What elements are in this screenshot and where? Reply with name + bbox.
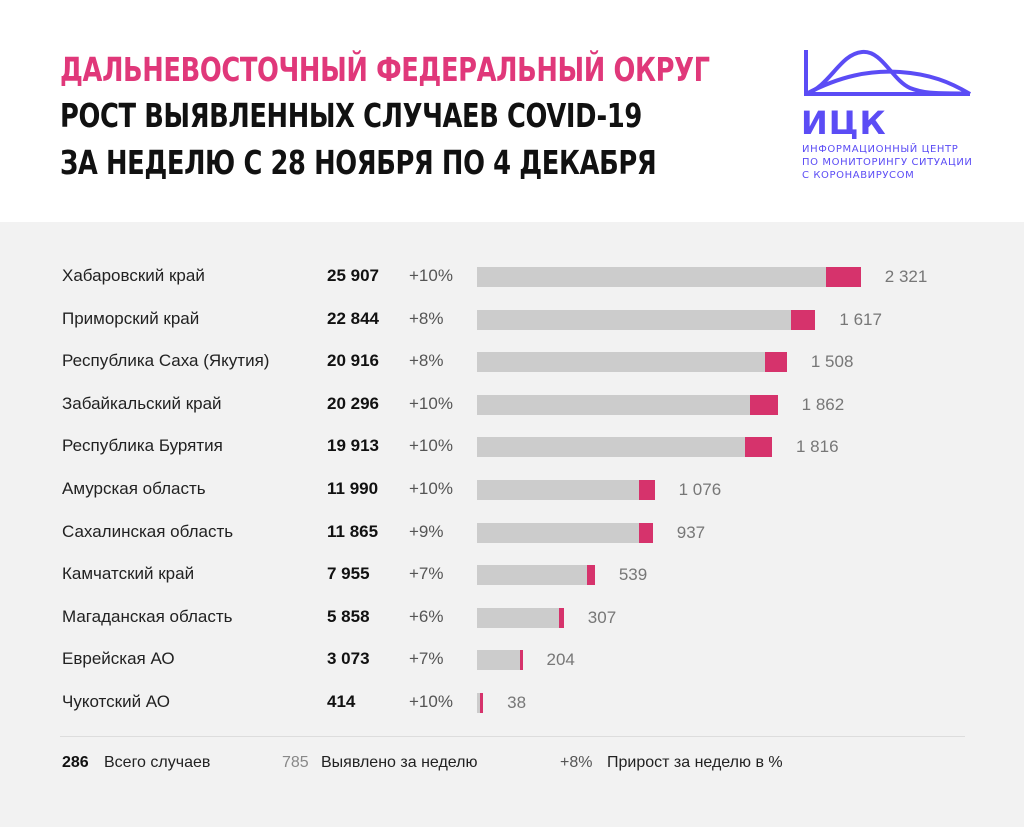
chart-row: Хабаровский край 25 907 +10% 2 321: [0, 262, 1024, 292]
growth-value: +10%: [409, 436, 453, 456]
growth-value: +10%: [409, 479, 453, 498]
bar-weekly: [764, 352, 787, 373]
bar-weekly: [480, 693, 484, 713]
weekly-value: 1 508: [810, 352, 854, 372]
total-value: 20 296: [327, 393, 379, 413]
logo-subtitle-1: ИНФОРМАЦИОННЫЙ ЦЕНТР: [802, 144, 959, 155]
chart-row: Забайкальский край 20 296 +10% 1 862: [0, 390, 1024, 420]
weekly-value: 38: [507, 693, 527, 712]
title-period: ЗА НЕДЕЛЮ С 28 НОЯБРЯ ПО 4 ДЕКАБРЯ: [60, 143, 657, 182]
region-label: Магаданская область: [62, 606, 233, 626]
chart-row: Магаданская область 5 858 +6% 307: [0, 603, 1024, 633]
bar-weekly: [638, 480, 655, 500]
bar-total: [477, 607, 564, 628]
logo-name: ИЦК: [801, 104, 887, 142]
region-label: Республика Бурятия: [62, 436, 223, 456]
bar-weekly: [519, 650, 523, 671]
region-label: Камчатский край: [62, 564, 195, 584]
logo-subtitle-2: ПО МОНИТОРИНГУ СИТУАЦИИ: [802, 157, 973, 168]
header: ДАЛЬНЕВОСТОЧНЫЙ ФЕДЕРАЛЬНЫЙ ОКРУГ РОСТ В…: [0, 0, 1024, 222]
logo-subtitle-3: С КОРОНАВИРУСОМ: [802, 170, 915, 181]
legend-total-value: 286: [62, 754, 89, 771]
growth-value: +10%: [409, 692, 453, 711]
bar-total: [477, 352, 787, 373]
legend-divider: [60, 736, 965, 737]
total-value: 19 913: [327, 436, 379, 456]
growth-value: +7%: [409, 564, 444, 584]
growth-value: +9%: [409, 521, 444, 541]
bar-total: [477, 309, 816, 330]
bar-weekly: [750, 394, 778, 415]
weekly-value: 204: [546, 650, 575, 670]
chart-row: Амурская область 11 990 +10% 1 076: [0, 475, 1024, 505]
bar-total: [477, 437, 772, 458]
region-label: Республика Саха (Якутия): [62, 351, 270, 371]
total-value: 5 858: [327, 606, 370, 626]
growth-value: +8%: [409, 308, 444, 328]
chart-row: Сахалинская область 11 865 +9% 937: [0, 518, 1024, 548]
weekly-value: 1 076: [678, 480, 722, 499]
chart-row: Республика Бурятия 19 913 +10% 1 816: [0, 432, 1024, 462]
total-value: 414: [327, 692, 356, 711]
bar-total: [477, 394, 778, 415]
chart-row: Камчатский край 7 955 +7% 539: [0, 560, 1024, 590]
title-region: ДАЛЬНЕВОСТОЧНЫЙ ФЕДЕРАЛЬНЫЙ ОКРУГ: [60, 50, 710, 89]
region-label: Еврейская АО: [62, 649, 175, 669]
legend-pct-value: +8%: [560, 754, 593, 771]
legend-pct-label: Прирост за неделю в %: [607, 754, 783, 771]
total-value: 7 955: [327, 564, 370, 584]
total-value: 25 907: [327, 266, 379, 285]
legend: 286 Всего случаев 785 Выявлено за неделю…: [0, 750, 1024, 780]
bar-total: [477, 480, 655, 500]
growth-value: +10%: [409, 393, 453, 413]
growth-value: +6%: [409, 606, 444, 626]
total-value: 11 990: [327, 479, 379, 498]
total-value: 3 073: [327, 649, 370, 669]
region-label: Приморский край: [62, 308, 200, 328]
legend-total-label: Всего случаев: [104, 754, 211, 771]
region-label: Сахалинская область: [62, 521, 234, 541]
bar-total: [477, 650, 523, 671]
total-value: 20 916: [327, 351, 379, 371]
legend-week-value: 785: [282, 754, 309, 771]
legend-week-label: Выявлено за неделю: [321, 754, 478, 771]
weekly-value: 2 321: [884, 267, 928, 286]
bar-weekly: [791, 309, 816, 330]
logo-wave-icon: [804, 49, 972, 96]
weekly-value: 1 816: [796, 437, 839, 457]
weekly-value: 539: [618, 565, 648, 585]
chart-row: Еврейская АО 3 073 +7% 204: [0, 645, 1024, 675]
bar-weekly: [826, 267, 861, 287]
bar-total: [477, 693, 484, 713]
weekly-value: 307: [587, 607, 617, 627]
region-label: Амурская область: [62, 479, 206, 498]
weekly-value: 1 617: [839, 309, 882, 329]
chart-row: Приморский край 22 844 +8% 1 617: [0, 305, 1024, 335]
weekly-value: 1 862: [801, 394, 845, 414]
chart-row: Республика Саха (Якутия) 20 916 +8% 1 508: [0, 347, 1024, 377]
growth-value: +7%: [409, 649, 444, 669]
region-label: Чукотский АО: [62, 692, 170, 711]
bar-total: [477, 522, 653, 543]
bar-weekly: [586, 565, 595, 586]
weekly-value: 937: [676, 522, 706, 542]
total-value: 22 844: [327, 308, 379, 328]
growth-value: +10%: [409, 266, 453, 285]
bar-total: [477, 267, 861, 287]
bar-weekly: [559, 607, 564, 628]
total-value: 11 865: [327, 521, 379, 541]
chart-row: Чукотский АО 414 +10% 38: [0, 688, 1024, 718]
region-label: Забайкальский край: [62, 393, 222, 413]
region-label: Хабаровский край: [62, 266, 205, 285]
bar-weekly: [638, 522, 653, 543]
bar-weekly: [745, 437, 772, 458]
growth-value: +8%: [409, 351, 444, 371]
bar-total: [477, 565, 595, 586]
title-main: РОСТ ВЫЯВЛЕННЫХ СЛУЧАЕВ COVID-19: [60, 96, 642, 135]
